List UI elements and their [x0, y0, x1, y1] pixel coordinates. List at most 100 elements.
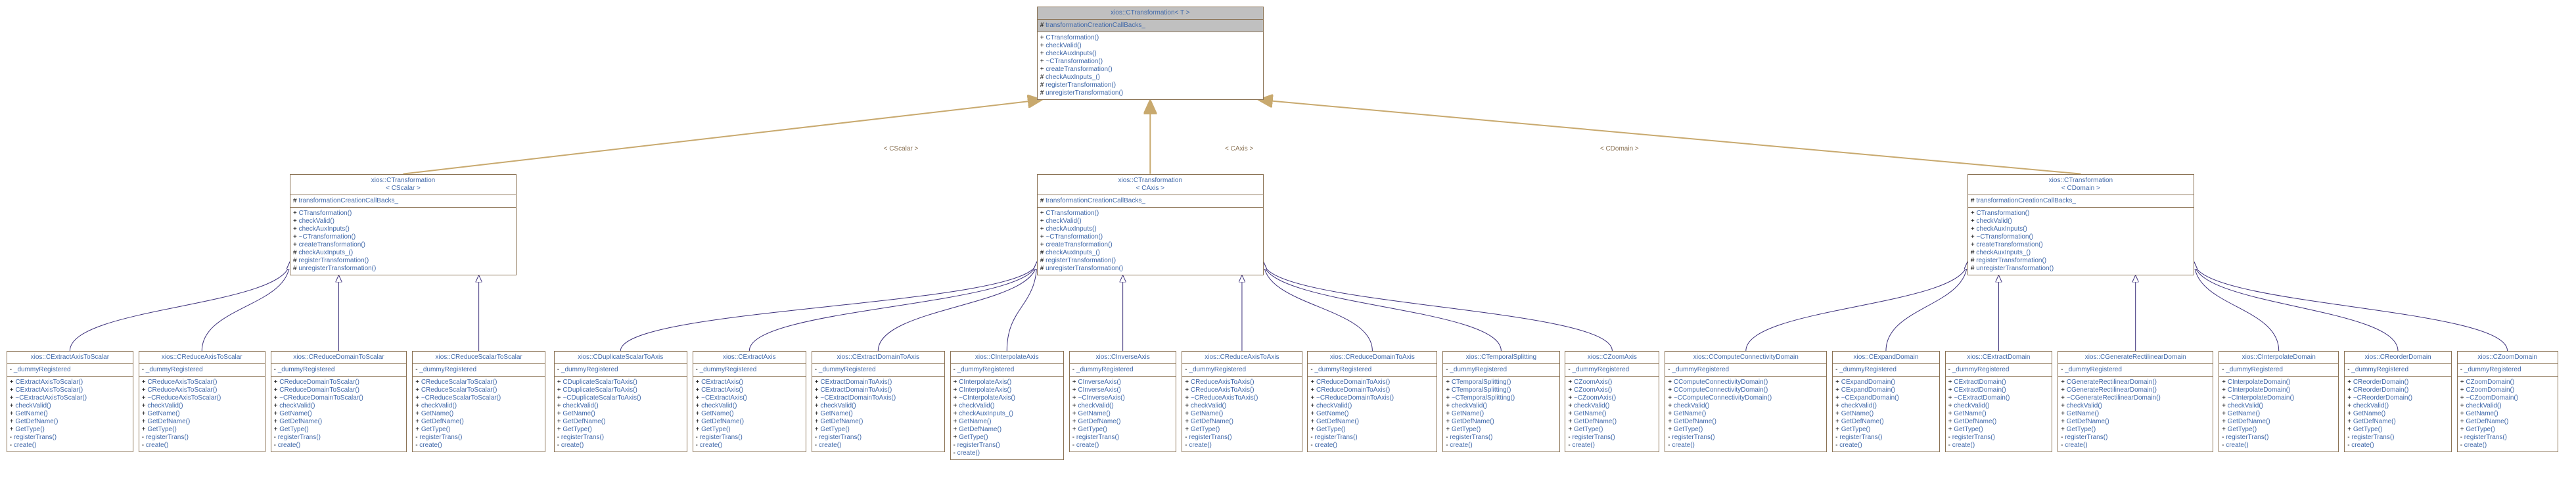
class-leaf[interactable]: xios::CInverseAxis- _dummyRegistered+ CI… [1069, 351, 1177, 452]
op-link[interactable]: CComputeConnectivityDomain() [1674, 386, 1768, 394]
op-link[interactable]: checkValid() [820, 402, 856, 409]
op-link[interactable]: checkValid() [959, 402, 994, 409]
op-link[interactable]: CReduceDomainToScalar() [279, 379, 359, 386]
op-link[interactable]: ~CTransformation() [1046, 58, 1103, 65]
op-link[interactable]: ~CReduceAxisToAxis() [1191, 394, 1258, 402]
op-link[interactable]: ~CTransformation() [1046, 233, 1103, 241]
op-link[interactable]: ~CReduceDomainToAxis() [1316, 394, 1394, 402]
op-link[interactable]: CReduceAxisToAxis() [1191, 386, 1254, 394]
class-title-link[interactable]: < CAxis > [1136, 185, 1164, 192]
op-link[interactable]: registerTrans() [1450, 434, 1492, 441]
op-link[interactable]: create() [957, 450, 980, 457]
class-title-link[interactable]: xios::CInterpolateDomain [2242, 354, 2316, 361]
op-link[interactable]: create() [2226, 442, 2248, 449]
op-link[interactable]: CDuplicateScalarToAxis() [563, 386, 637, 394]
op-link[interactable]: checkAuxInputs() [299, 225, 350, 233]
op-link[interactable]: GetDefName() [2466, 418, 2508, 425]
op-link[interactable]: CTransformation() [1046, 34, 1099, 41]
op-link[interactable]: registerTrans() [2226, 434, 2268, 441]
op-link[interactable]: GetName() [701, 410, 733, 417]
op-link[interactable]: GetDefName() [1191, 418, 1233, 425]
op-link[interactable]: create() [1952, 442, 1975, 449]
op-link[interactable]: ~CInterpolateDomain() [2228, 394, 2294, 402]
op-link[interactable]: ~CExpandDomain() [1841, 394, 1899, 402]
op-link[interactable]: GetType() [1452, 426, 1481, 433]
attr-link[interactable]: transformationCreationCallBacks_ [1976, 197, 2076, 204]
op-link[interactable]: GetName() [15, 410, 47, 417]
op-link[interactable]: create() [1573, 442, 1595, 449]
op-link[interactable]: registerTrans() [1315, 434, 1358, 441]
op-link[interactable]: GetDefName() [1078, 418, 1120, 425]
op-link[interactable]: create() [2065, 442, 2087, 449]
op-link[interactable]: CZoomDomain() [2466, 379, 2514, 386]
op-link[interactable]: checkValid() [299, 218, 334, 225]
class-leaf[interactable]: xios::CReduceAxisToAxis- _dummyRegistere… [1182, 351, 1302, 452]
class-title-link[interactable]: xios::CReduceScalarToScalar [435, 354, 522, 361]
op-link[interactable]: CExtractDomainToAxis() [820, 386, 892, 394]
class-title-link[interactable]: xios::CExtractAxis [723, 354, 776, 361]
op-link[interactable]: registerTrans() [1952, 434, 1995, 441]
class-title-link[interactable]: xios::CReorderDomain [2364, 354, 2431, 361]
class-title-link[interactable]: xios::CDuplicateScalarToAxis [578, 354, 663, 361]
op-link[interactable]: GetName() [2353, 410, 2385, 417]
op-link[interactable]: ~CZoomDomain() [2466, 394, 2518, 402]
class-title-link[interactable]: xios::CTransformation< T > [1111, 9, 1189, 16]
op-link[interactable]: checkValid() [1316, 402, 1352, 409]
op-link[interactable]: ~CReorderDomain() [2353, 394, 2412, 402]
attr-link[interactable]: _dummyRegistered [1450, 366, 1507, 373]
op-link[interactable]: checkValid() [1046, 218, 1081, 225]
op-link[interactable]: registerTrans() [1839, 434, 1882, 441]
op-link[interactable]: CInterpolateAxis() [959, 386, 1011, 394]
op-link[interactable]: GetDefName() [1452, 418, 1494, 425]
class-title[interactable]: xios::CZoomDomain [2458, 352, 2558, 364]
op-link[interactable]: CZoomAxis() [1574, 386, 1612, 394]
op-link[interactable]: CDuplicateScalarToAxis() [563, 379, 637, 386]
op-link[interactable]: CExtractDomain() [1954, 379, 2006, 386]
op-link[interactable]: GetName() [421, 410, 453, 417]
class-title[interactable]: xios::CInterpolateAxis [951, 352, 1064, 364]
op-link[interactable]: checkValid() [1191, 402, 1226, 409]
op-link[interactable]: ~CGenerateRectilinearDomain() [2067, 394, 2161, 402]
op-link[interactable]: GetDefName() [1954, 418, 1996, 425]
op-link[interactable]: CExtractAxis() [701, 386, 743, 394]
class-title-link[interactable]: xios::CTemporalSplitting [1466, 354, 1536, 361]
op-link[interactable]: checkValid() [421, 402, 457, 409]
class-title[interactable]: xios::CComputeConnectivityDomain [1665, 352, 1826, 364]
op-link[interactable]: create() [1315, 442, 1337, 449]
op-link[interactable]: GetDefName() [147, 418, 190, 425]
attr-link[interactable]: _dummyRegistered [1573, 366, 1630, 373]
class-title-link[interactable]: xios::CReduceDomainToScalar [293, 354, 384, 361]
op-link[interactable]: checkValid() [2466, 402, 2501, 409]
op-link[interactable]: unregisterTransformation() [1976, 265, 2054, 272]
op-link[interactable]: GetName() [147, 410, 179, 417]
class-title-link[interactable]: < CDomain > [2061, 185, 2100, 192]
class-title-link[interactable]: xios::CTransformation [371, 177, 435, 184]
op-link[interactable]: registerTransformation() [298, 257, 369, 264]
class-leaf[interactable]: xios::CZoomDomain- _dummyRegistered+ CZo… [2457, 351, 2558, 452]
op-link[interactable]: registerTrans() [700, 434, 743, 441]
op-link[interactable]: checkAuxInputs_() [959, 410, 1013, 417]
op-link[interactable]: ~CExtractAxisToScalar() [15, 394, 87, 402]
attr-link[interactable]: _dummyRegistered [1315, 366, 1372, 373]
op-link[interactable]: ~CTransformation() [1977, 233, 2034, 241]
op-link[interactable]: GetType() [421, 426, 450, 433]
op-link[interactable]: GetType() [1954, 426, 1983, 433]
op-link[interactable]: GetDefName() [2353, 418, 2396, 425]
op-link[interactable]: GetType() [2067, 426, 2096, 433]
op-link[interactable]: create() [1672, 442, 1694, 449]
op-link[interactable]: CReduceDomainToAxis() [1316, 386, 1390, 394]
op-link[interactable]: unregisterTransformation() [1046, 89, 1123, 97]
op-link[interactable]: checkValid() [2353, 402, 2389, 409]
op-link[interactable]: CInterpolateAxis() [959, 379, 1011, 386]
op-link[interactable]: create() [146, 442, 168, 449]
class-leaf[interactable]: xios::CInterpolateAxis- _dummyRegistered… [950, 351, 1065, 460]
op-link[interactable]: GetDefName() [279, 418, 322, 425]
class-title[interactable]: xios::CTransformation< T > [1038, 7, 1263, 20]
class-caxis[interactable]: xios::CTransformation< CAxis ># transfor… [1037, 174, 1264, 275]
class-title[interactable]: xios::CTransformation< CAxis > [1038, 175, 1263, 195]
class-title[interactable]: xios::CGenerateRectilinearDomain [2058, 352, 2213, 364]
op-link[interactable]: GetName() [1316, 410, 1348, 417]
op-link[interactable]: ~CTransformation() [299, 233, 356, 241]
op-link[interactable]: checkValid() [15, 402, 51, 409]
op-link[interactable]: GetType() [563, 426, 591, 433]
